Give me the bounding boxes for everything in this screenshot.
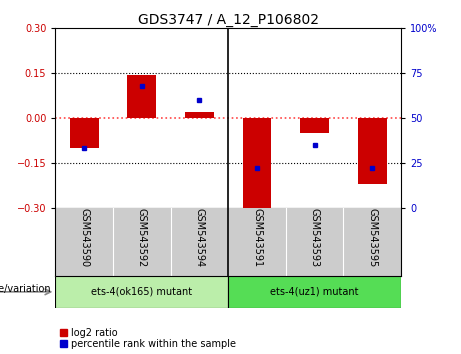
Text: GSM543594: GSM543594	[195, 207, 204, 267]
Text: ets-4(uz1) mutant: ets-4(uz1) mutant	[271, 287, 359, 297]
Bar	[185, 112, 214, 118]
Text: ets-4(ok165) mutant: ets-4(ok165) mutant	[91, 287, 192, 297]
Text: GSM543590: GSM543590	[79, 207, 89, 267]
Text: GSM543591: GSM543591	[252, 207, 262, 267]
Bar	[70, 118, 99, 148]
Bar	[228, 276, 401, 308]
Bar	[55, 276, 228, 308]
Title: GDS3747 / A_12_P106802: GDS3747 / A_12_P106802	[138, 13, 319, 27]
Text: genotype/variation: genotype/variation	[0, 284, 51, 293]
Text: GSM543595: GSM543595	[367, 207, 377, 267]
Text: GSM543592: GSM543592	[137, 207, 147, 267]
Legend: log2 ratio, percentile rank within the sample: log2 ratio, percentile rank within the s…	[60, 328, 236, 349]
Text: GSM543593: GSM543593	[310, 207, 319, 267]
Bar	[358, 118, 387, 184]
Bar	[127, 75, 156, 118]
Bar	[242, 118, 272, 207]
Bar	[300, 118, 329, 133]
